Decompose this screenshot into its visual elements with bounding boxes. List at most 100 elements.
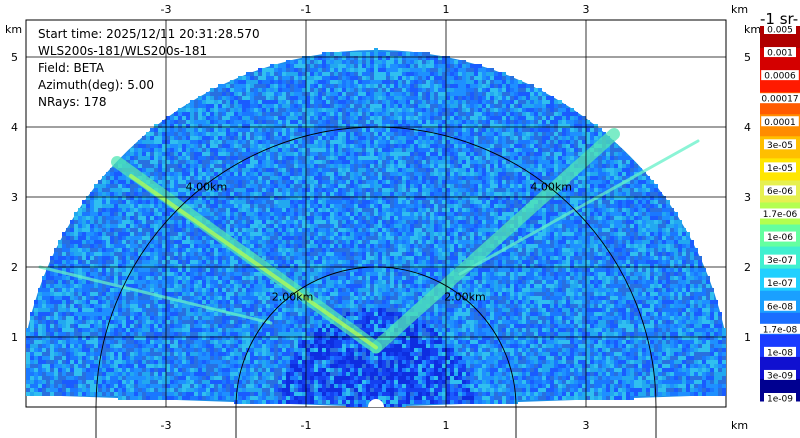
heat-cell bbox=[418, 112, 422, 116]
heat-cell bbox=[474, 192, 478, 196]
heat-cell bbox=[526, 116, 530, 120]
heat-cell bbox=[146, 228, 150, 232]
heat-cell bbox=[650, 220, 654, 224]
heat-cell bbox=[538, 136, 542, 140]
heat-cell bbox=[334, 184, 338, 188]
heat-cell bbox=[506, 120, 510, 124]
heat-cell bbox=[458, 120, 462, 124]
heat-cell bbox=[154, 172, 158, 176]
heat-cell bbox=[546, 128, 550, 132]
heat-cell bbox=[214, 196, 218, 200]
heat-cell bbox=[426, 144, 430, 148]
heat-cell bbox=[330, 144, 334, 148]
heat-cell bbox=[310, 176, 314, 180]
heat-cell bbox=[286, 220, 290, 224]
heat-cell bbox=[474, 76, 478, 80]
heat-cell bbox=[178, 184, 182, 188]
heat-cell bbox=[554, 168, 558, 172]
heat-cell bbox=[462, 80, 466, 84]
heat-cell bbox=[254, 212, 258, 216]
heat-cell bbox=[198, 116, 202, 120]
heat-cell bbox=[450, 184, 454, 188]
heat-cell bbox=[158, 204, 162, 208]
heat-cell bbox=[262, 108, 266, 112]
heat-cell bbox=[346, 60, 350, 64]
heat-cell bbox=[486, 176, 490, 180]
heat-cell bbox=[438, 60, 442, 64]
heat-cell bbox=[402, 108, 406, 112]
heat-cell bbox=[342, 68, 346, 72]
heat-cell bbox=[166, 172, 170, 176]
heat-cell bbox=[370, 84, 374, 88]
heat-cell bbox=[154, 200, 158, 204]
heat-cell bbox=[462, 196, 466, 200]
heat-cell bbox=[214, 192, 218, 196]
heat-cell bbox=[346, 140, 350, 144]
heat-cell bbox=[154, 156, 158, 160]
heat-cell bbox=[70, 224, 74, 228]
heat-cell bbox=[430, 64, 434, 68]
heat-cell bbox=[386, 184, 390, 188]
heat-cell bbox=[498, 188, 502, 192]
heat-cell bbox=[322, 168, 326, 172]
heat-cell bbox=[346, 184, 350, 188]
heat-cell bbox=[346, 128, 350, 132]
heat-cell bbox=[462, 180, 466, 184]
heat-cell bbox=[478, 140, 482, 144]
heat-cell bbox=[598, 228, 602, 232]
heat-cell bbox=[510, 136, 514, 140]
heat-cell bbox=[458, 80, 462, 84]
heat-cell bbox=[230, 172, 234, 176]
heat-cell bbox=[130, 184, 134, 188]
heat-cell bbox=[502, 160, 506, 164]
heat-cell bbox=[334, 52, 338, 56]
heat-cell bbox=[370, 184, 374, 188]
heat-cell bbox=[370, 208, 374, 212]
heat-cell bbox=[418, 96, 422, 100]
heat-cell bbox=[566, 224, 570, 228]
heat-cell bbox=[190, 120, 194, 124]
heat-cell bbox=[146, 212, 150, 216]
heat-cell bbox=[186, 120, 190, 124]
heat-cell bbox=[462, 176, 466, 180]
heat-cell bbox=[422, 200, 426, 204]
heat-cell bbox=[378, 96, 382, 100]
heat-cell bbox=[506, 148, 510, 152]
heat-cell bbox=[482, 164, 486, 168]
heat-cell bbox=[358, 56, 362, 60]
heat-cell bbox=[426, 192, 430, 196]
heat-cell bbox=[446, 92, 450, 96]
heat-cell bbox=[438, 180, 442, 184]
heat-cell bbox=[550, 216, 554, 220]
heat-cell bbox=[178, 128, 182, 132]
heat-cell bbox=[518, 88, 522, 92]
heat-cell bbox=[210, 156, 214, 160]
heat-cell bbox=[630, 208, 634, 212]
heat-cell bbox=[426, 196, 430, 200]
heat-cell bbox=[330, 192, 334, 196]
heat-cell bbox=[454, 136, 458, 140]
heat-cell bbox=[434, 92, 438, 96]
heat-cell bbox=[274, 208, 278, 212]
heat-cell bbox=[490, 128, 494, 132]
heat-cell bbox=[630, 204, 634, 208]
heat-cell bbox=[266, 140, 270, 144]
heat-cell bbox=[326, 204, 330, 208]
heat-cell bbox=[502, 136, 506, 140]
heat-cell bbox=[326, 112, 330, 116]
heat-cell bbox=[210, 200, 214, 204]
heat-cell bbox=[606, 212, 610, 216]
heat-cell bbox=[450, 148, 454, 152]
heat-cell bbox=[422, 176, 426, 180]
heat-cell bbox=[494, 116, 498, 120]
heat-cell bbox=[250, 140, 254, 144]
heat-cell bbox=[450, 228, 454, 232]
heat-cell bbox=[494, 228, 498, 232]
heat-cell bbox=[530, 224, 534, 228]
heat-cell bbox=[466, 196, 470, 200]
heat-cell bbox=[330, 96, 334, 100]
heat-cell bbox=[418, 228, 422, 232]
heat-cell bbox=[290, 116, 294, 120]
heat-cell bbox=[250, 88, 254, 92]
heat-cell bbox=[422, 88, 426, 92]
